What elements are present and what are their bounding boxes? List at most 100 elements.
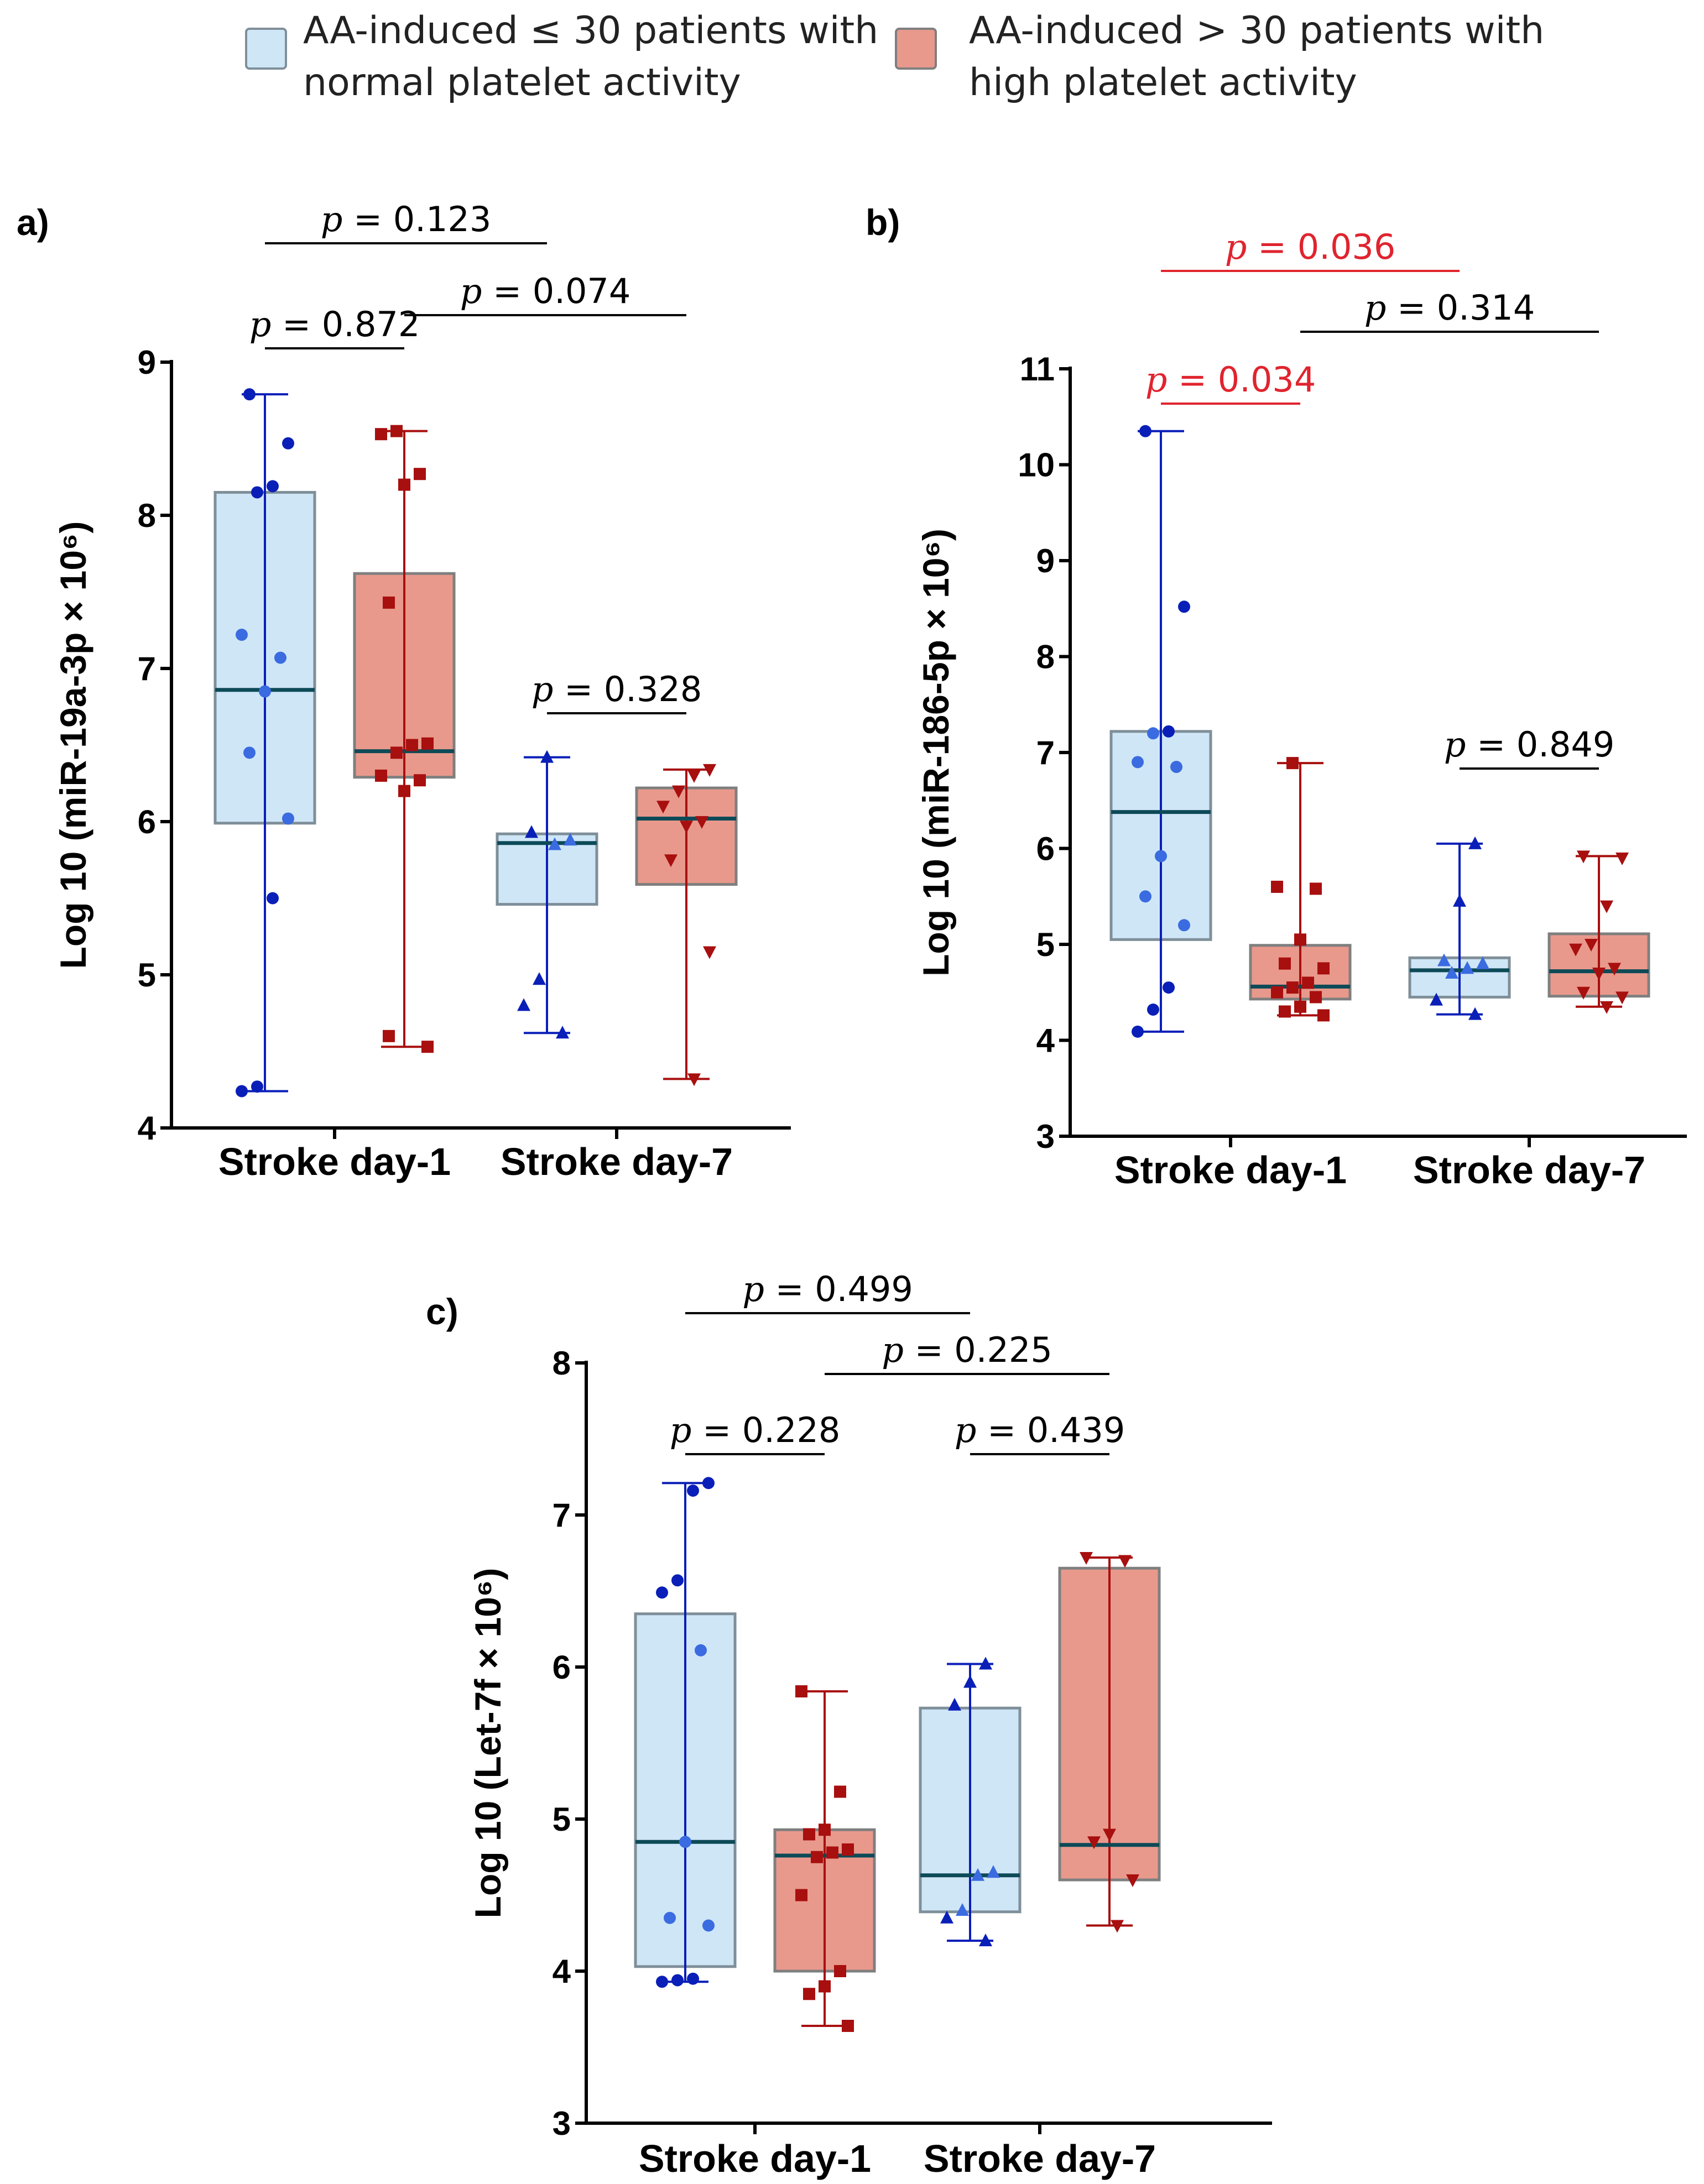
comparison: p = 0.439 — [955, 1410, 1125, 1455]
data-point — [826, 1846, 838, 1859]
p-value: = 0.228 — [691, 1410, 840, 1450]
data-point — [390, 746, 403, 759]
p-value-label: p = 0.225 — [882, 1330, 1052, 1370]
data-point — [664, 854, 678, 868]
data-point — [963, 1675, 977, 1688]
data-point — [267, 480, 279, 493]
legend-swatch-normal — [245, 28, 287, 70]
data-point — [414, 468, 426, 480]
p-value: = 0.499 — [764, 1269, 913, 1309]
data-point — [556, 1026, 569, 1039]
p-value-label: p = 0.499 — [742, 1269, 913, 1309]
data-point — [1155, 850, 1167, 863]
data-point — [1453, 894, 1466, 907]
data-point — [1616, 852, 1629, 865]
x-category-label: Stroke day-1 — [1114, 1148, 1347, 1192]
data-point — [811, 1851, 823, 1863]
p-value-label: p = 0.034 — [1145, 359, 1316, 400]
data-point — [1178, 600, 1190, 613]
data-point — [664, 1911, 676, 1924]
legend-high-line1: AA-induced > 30 patients with — [969, 9, 1544, 53]
y-tick-label: 9 — [1036, 542, 1055, 579]
data-point — [1139, 890, 1151, 903]
data-point — [540, 750, 554, 763]
y-tick-label: 7 — [1036, 734, 1055, 771]
x-category-label: Stroke day-7 — [1413, 1148, 1645, 1192]
y-tick-label: 4 — [138, 1110, 157, 1147]
data-point — [548, 837, 561, 850]
data-point — [656, 1976, 668, 1988]
comparison: p = 0.074 — [404, 271, 686, 316]
p-value: = 0.439 — [976, 1410, 1125, 1450]
p-value: = 0.872 — [271, 304, 420, 344]
comparison: p = 0.225 — [825, 1330, 1109, 1375]
data-point — [672, 785, 685, 798]
data-point — [1118, 1555, 1132, 1568]
x-category-label: Stroke day-7 — [501, 1140, 733, 1183]
y-tick-label: 6 — [138, 803, 156, 840]
data-point — [267, 892, 279, 905]
data-point — [1139, 425, 1151, 437]
data-point — [1585, 939, 1598, 952]
p-value-label: p = 0.872 — [249, 304, 420, 344]
y-axis-title: Log 10 (Let-7f × 10⁶) — [467, 1568, 508, 1919]
comparison: p = 0.872 — [249, 304, 420, 349]
data-point — [1600, 1001, 1613, 1014]
data-point — [243, 746, 256, 759]
data-point — [1600, 900, 1613, 913]
data-point — [383, 596, 395, 609]
legend-swatch-high — [895, 28, 937, 70]
p-symbol: p — [742, 1269, 764, 1309]
p-value: = 0.225 — [904, 1330, 1052, 1370]
p-symbol: p — [882, 1330, 904, 1370]
box-group — [1408, 836, 1511, 1020]
panel-b: b) 3 4 5 6 7 8 9 10 11 Stroke day-1 Stroke day-7 Log… — [866, 202, 1687, 1192]
data-point — [948, 1697, 961, 1711]
y-tick-label: 3 — [1036, 1118, 1055, 1155]
data-point — [987, 1865, 1000, 1878]
data-point — [956, 1903, 969, 1916]
data-point — [1294, 933, 1306, 946]
data-point — [1577, 986, 1590, 1000]
p-symbol: p — [531, 669, 554, 709]
data-point — [1087, 1836, 1101, 1849]
x-category-label: Stroke day-7 — [924, 2137, 1156, 2180]
data-point — [375, 769, 387, 782]
data-point — [819, 1980, 831, 1993]
data-point — [687, 1972, 699, 1985]
data-point — [795, 1685, 807, 1697]
p-symbol: p — [1225, 227, 1247, 267]
legend-item-normal: AA-induced ≤ 30 patients with normal pla… — [245, 9, 878, 105]
data-point — [375, 428, 387, 441]
p-symbol: p — [1364, 288, 1387, 328]
data-point — [703, 946, 716, 959]
data-point — [1163, 725, 1175, 738]
p-symbol: p — [321, 199, 343, 239]
data-point — [1476, 956, 1489, 969]
y-tick-label: 7 — [553, 1497, 571, 1534]
panel-label: b) — [866, 202, 900, 243]
comparison: p = 0.328 — [531, 669, 702, 714]
box-group — [919, 1657, 1022, 1946]
y-tick-label: 6 — [1036, 830, 1055, 868]
data-point — [971, 1868, 984, 1881]
data-point — [1616, 991, 1629, 1005]
p-value: = 0.036 — [1247, 227, 1395, 267]
p-symbol: p — [1444, 724, 1466, 765]
p-symbol: p — [670, 1410, 692, 1450]
p-value-label: p = 0.328 — [531, 669, 702, 709]
comparison: p = 0.034 — [1145, 359, 1316, 405]
data-point — [525, 825, 538, 838]
box-group — [1249, 757, 1352, 1022]
panel-a: a) 4 5 6 7 8 9 Stroke day-1 Stroke day-7 Log 10 (… — [17, 199, 791, 1183]
p-value-label: p = 0.074 — [460, 271, 631, 311]
p-value-label: p = 0.314 — [1364, 288, 1535, 328]
p-value: = 0.849 — [1466, 724, 1614, 765]
legend-normal-line2: normal platelet activity — [303, 61, 741, 105]
data-point — [406, 739, 418, 751]
data-point — [679, 1836, 691, 1848]
comparison: p = 0.499 — [685, 1269, 970, 1314]
data-point — [421, 737, 434, 750]
panel-label: c) — [426, 1291, 458, 1332]
data-point — [680, 821, 693, 834]
